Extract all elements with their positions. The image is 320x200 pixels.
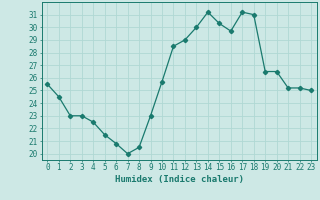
X-axis label: Humidex (Indice chaleur): Humidex (Indice chaleur) xyxy=(115,175,244,184)
